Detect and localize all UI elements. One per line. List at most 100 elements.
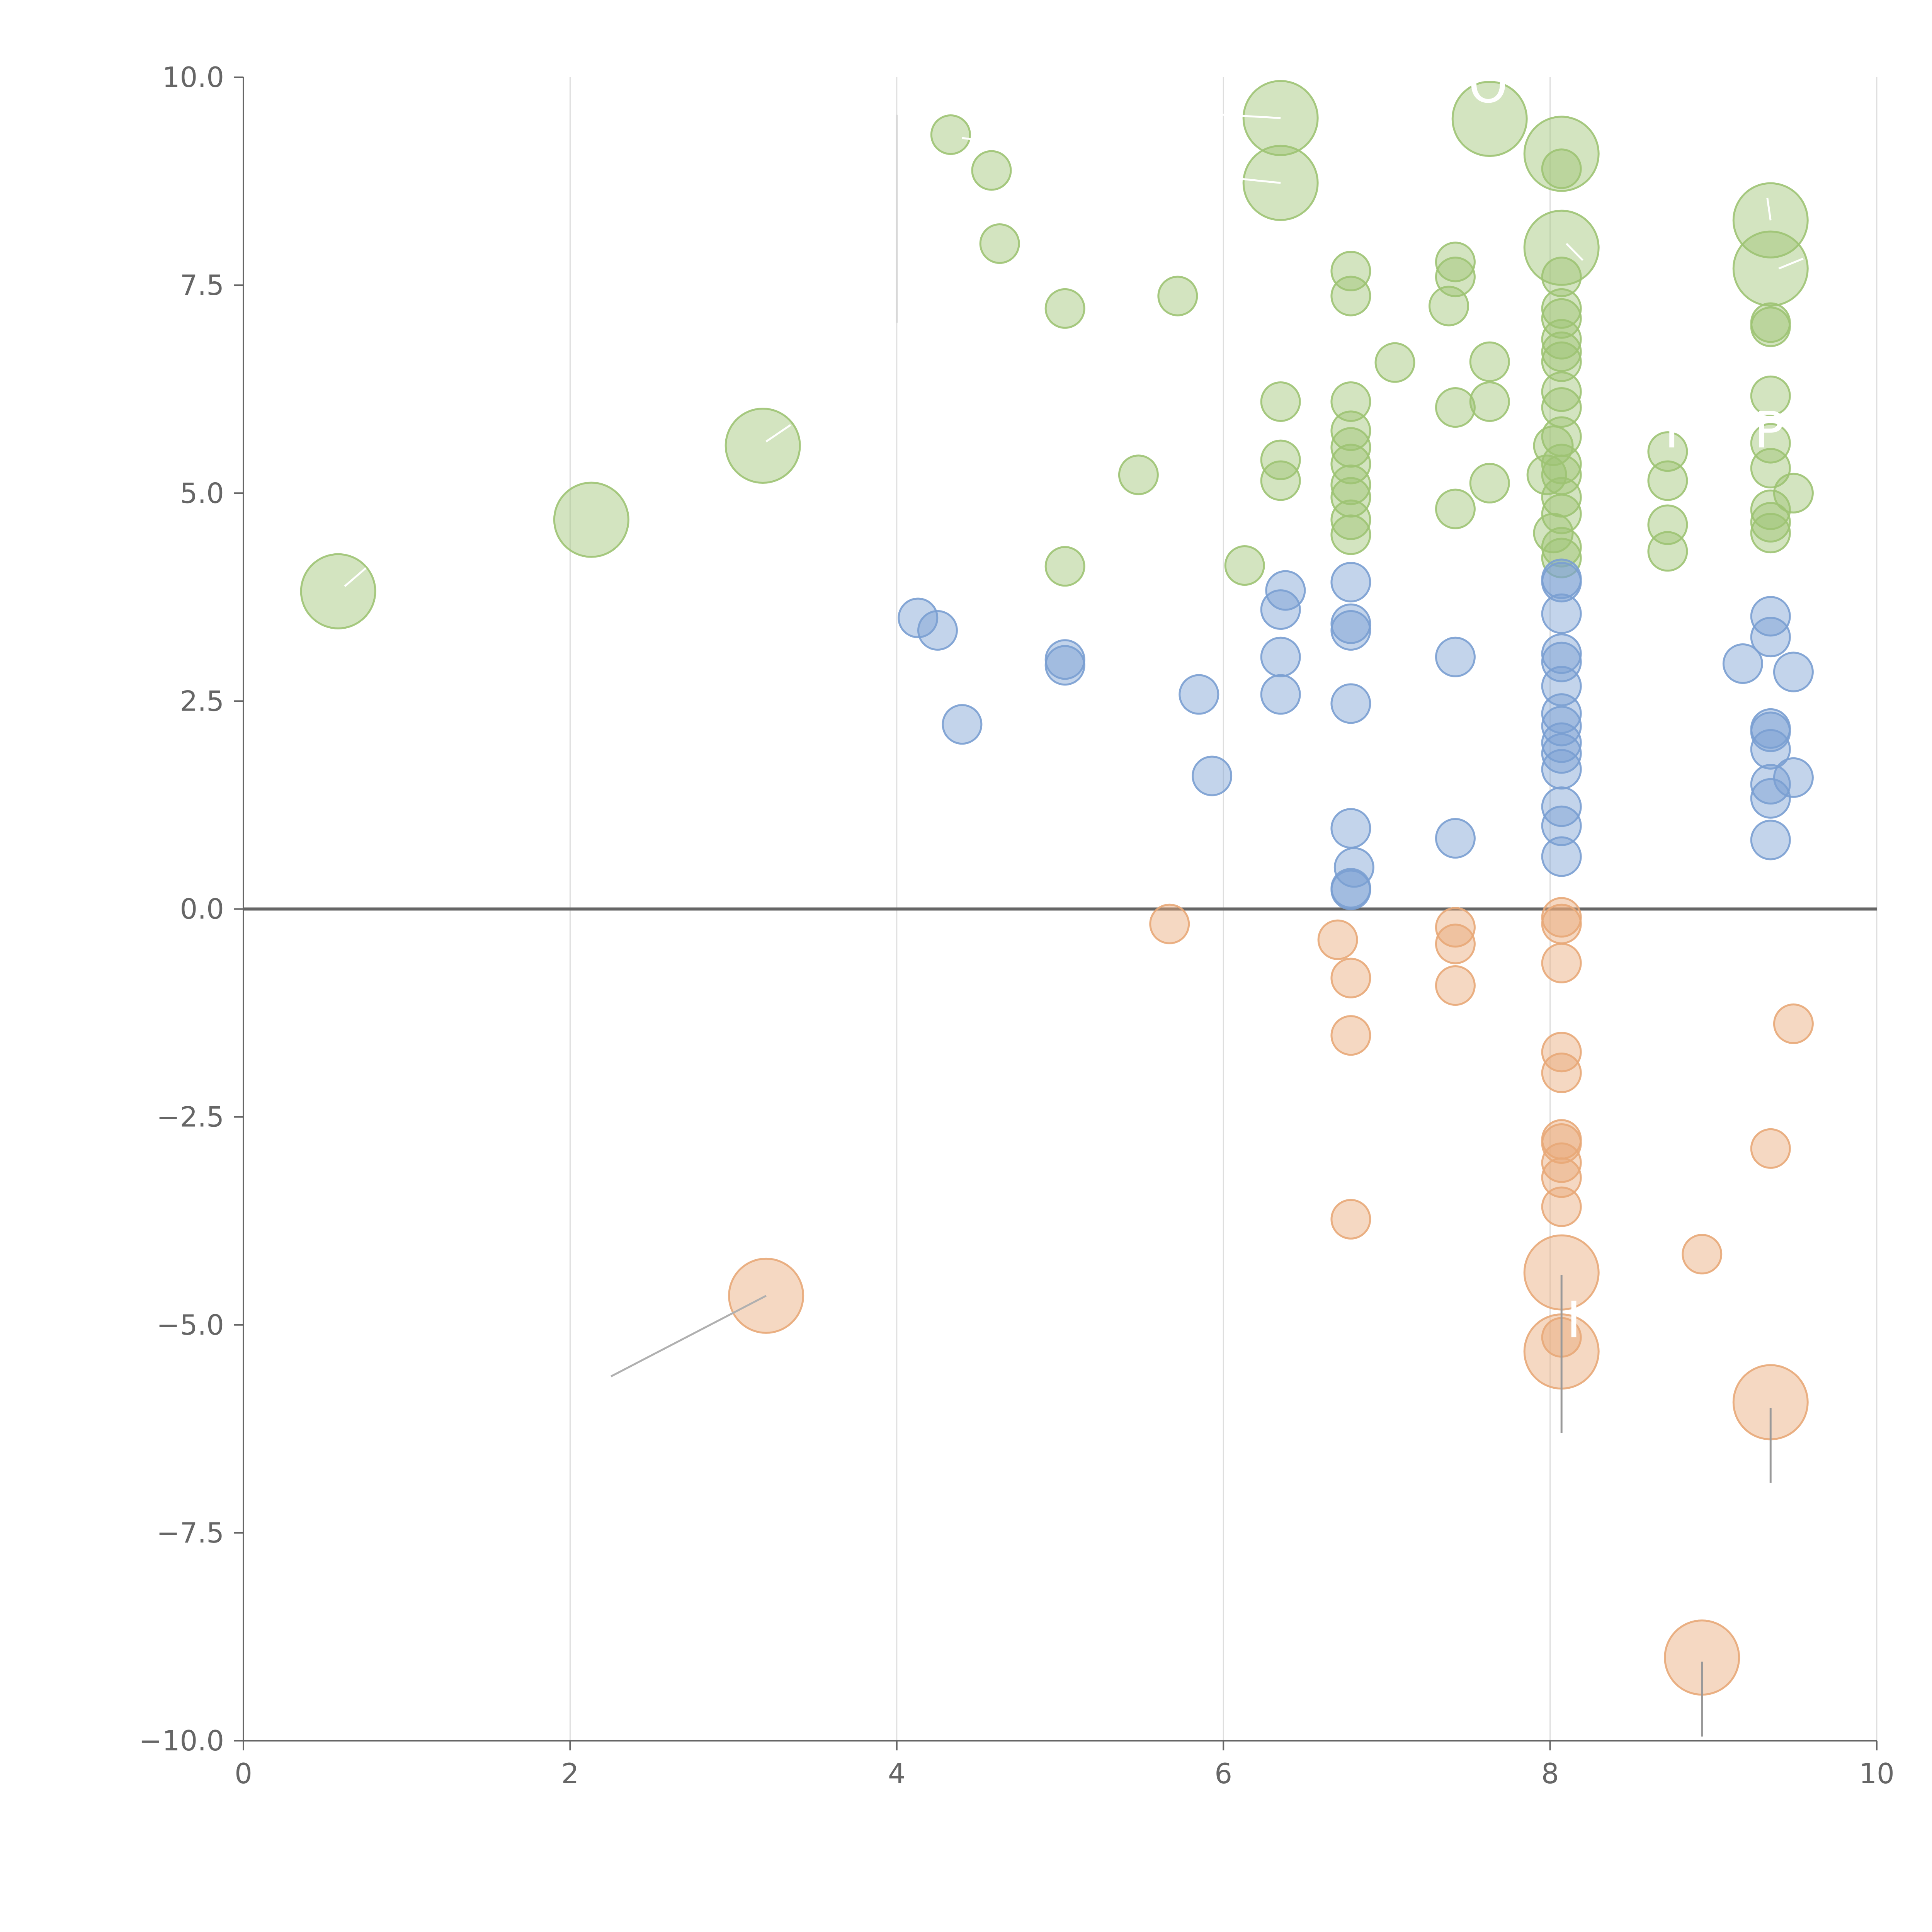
bubble-blue <box>1541 693 1582 734</box>
bubble-green <box>1260 381 1301 422</box>
bubble-blue <box>1435 818 1476 859</box>
x-tick-label: 8 <box>1541 1757 1559 1790</box>
bubble-orange <box>1773 1003 1814 1044</box>
bubble-green <box>1330 444 1371 485</box>
bubble-orange <box>1330 1015 1371 1056</box>
bubble-green <box>1435 242 1476 282</box>
bubble-blue <box>1541 593 1582 634</box>
bubble-green <box>300 553 376 629</box>
bubble-orange <box>1435 965 1476 1006</box>
bubble-green <box>1541 537 1582 578</box>
leader-line <box>610 1295 767 1378</box>
bubble-green <box>1330 499 1371 540</box>
bubble-green <box>1330 477 1371 518</box>
bubble-green <box>1330 251 1371 292</box>
bubble-blue <box>1330 869 1371 910</box>
bubble-green <box>724 408 801 484</box>
bubble-green <box>1451 81 1528 157</box>
bubble-blue <box>1773 757 1814 798</box>
bubble-green <box>553 481 629 558</box>
x-tick-label: 4 <box>888 1757 906 1790</box>
bubble-green <box>1541 288 1582 329</box>
bubble-blue <box>942 704 983 745</box>
bubble-green <box>1541 527 1582 568</box>
bubble-blue <box>1750 764 1791 805</box>
leader-line <box>1240 178 1281 184</box>
bubble-blue <box>1330 562 1371 603</box>
bubble-green <box>1732 230 1809 307</box>
bubble-green <box>1541 319 1582 360</box>
bubble-green <box>1330 381 1371 422</box>
leader-line <box>1766 197 1772 221</box>
bubble-green <box>1541 341 1582 382</box>
bubble-green <box>979 223 1020 264</box>
bubble-orange <box>1541 1157 1582 1198</box>
bubble-blue <box>1330 683 1371 724</box>
leader-line <box>1207 113 1281 119</box>
y-tick-label: 10.0 <box>162 61 224 94</box>
bubble-blue <box>1333 847 1374 888</box>
bubble-green <box>1541 331 1582 372</box>
bubble-green <box>1330 410 1371 451</box>
x-tick-label: 0 <box>235 1757 252 1790</box>
bubble-blue <box>1750 596 1791 637</box>
bubble-blue <box>1541 633 1582 674</box>
bubble-blue <box>898 597 939 638</box>
bubble-blue <box>917 610 958 651</box>
bubble-green <box>1044 288 1085 329</box>
y-tick-label: −2.5 <box>156 1101 224 1133</box>
bubble-green <box>1647 531 1688 572</box>
leader-line <box>344 567 367 587</box>
bubble-green <box>1750 513 1791 554</box>
bubble-green <box>1429 286 1469 327</box>
bubble-blue <box>1750 711 1791 752</box>
bubble-blue <box>1541 836 1582 877</box>
bubble-blue <box>1179 674 1219 715</box>
bubble-green <box>1330 514 1371 555</box>
bubble-orange <box>1541 1053 1582 1094</box>
leader-lines <box>344 113 1804 1737</box>
bubble-orange <box>1435 907 1476 948</box>
bubble-green <box>1750 502 1791 543</box>
x-tick-label: 2 <box>561 1757 579 1790</box>
axes: 0 2 4 6 8 10 10.0 7.5 5.0 2.5 0.0 −2.5 −5.0 −7.5 −10.0 <box>139 61 1894 1790</box>
bubble-green <box>1541 148 1582 189</box>
bubble-green <box>1435 387 1476 428</box>
bubble-green <box>1374 342 1415 383</box>
bubble-green <box>1330 276 1371 316</box>
x-tick-label: 6 <box>1214 1757 1232 1790</box>
bubble-green <box>1647 460 1688 501</box>
bubble-blue <box>1750 729 1791 770</box>
bubble-blue <box>1260 589 1301 630</box>
x-tick-label: 10 <box>1859 1757 1895 1790</box>
bubble-orange <box>1541 1032 1582 1073</box>
bubble-blue <box>1541 805 1582 846</box>
y-tick-label: −5.0 <box>156 1309 224 1341</box>
bubble-orange <box>1541 942 1582 983</box>
y-tick-label: −7.5 <box>156 1517 224 1549</box>
bubble-blue <box>1435 636 1476 677</box>
bubble-blue <box>1750 778 1791 819</box>
bubble-green <box>1750 306 1791 347</box>
bubble-orange <box>1541 1142 1582 1183</box>
annotation-label: P <box>1664 401 1694 459</box>
bubble-blue <box>1541 749 1582 790</box>
bubble-blue <box>1330 610 1371 651</box>
bubble-green <box>1435 488 1476 529</box>
bubble-blue <box>1260 636 1301 677</box>
annotation-labels: O P P I <box>1468 56 1784 1349</box>
bubble-blue <box>1541 733 1582 774</box>
bubble-orange <box>1149 903 1190 944</box>
bubble-green <box>1526 454 1567 495</box>
bubble-orange <box>1330 1199 1371 1240</box>
data-points <box>300 80 1814 1696</box>
bubble-green <box>930 114 971 155</box>
bubble-green <box>1260 460 1301 501</box>
leader-line <box>765 424 791 442</box>
leader-line <box>1778 257 1804 270</box>
bubble-blue <box>1044 645 1085 686</box>
bubble-green <box>1469 463 1510 503</box>
bubble-green <box>1469 381 1510 422</box>
bubble-blue <box>1750 617 1791 658</box>
